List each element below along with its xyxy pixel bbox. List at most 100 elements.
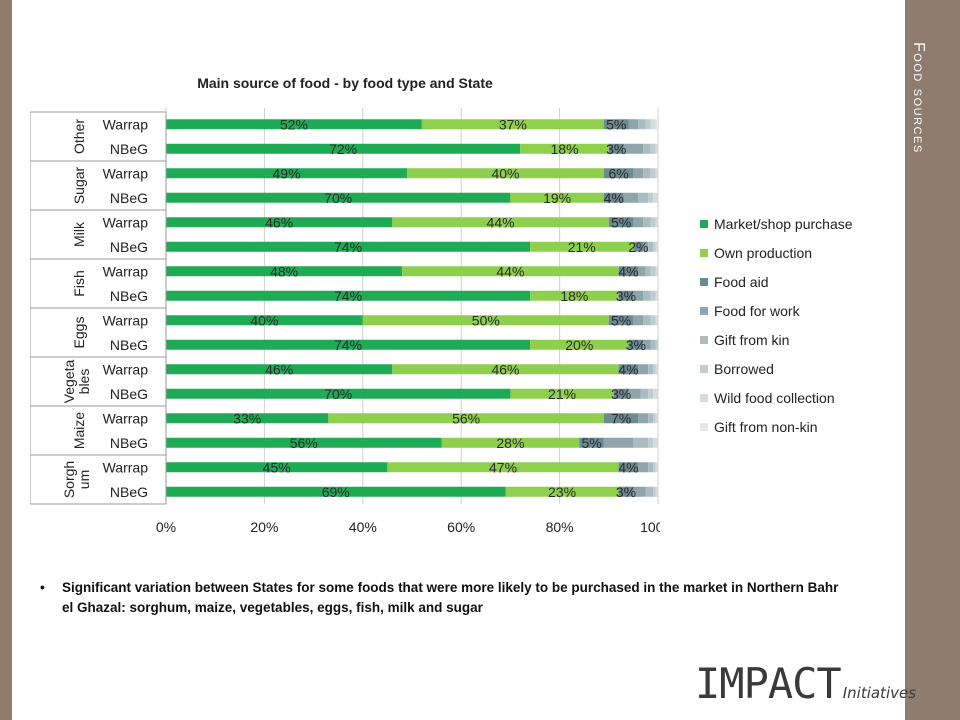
data-label: 4% (604, 190, 624, 206)
group-label: Sorghum (61, 461, 92, 498)
legend-item: Wild food collection (700, 383, 853, 412)
state-label: NBeG (110, 337, 148, 353)
data-label: 3% (626, 337, 646, 353)
data-label: 52% (280, 116, 308, 132)
state-label: NBeG (110, 239, 148, 255)
group-label: Eggs (71, 317, 87, 349)
bar-segment (603, 119, 629, 130)
bar-segment (608, 217, 634, 228)
group-label-line: um (76, 470, 92, 489)
x-tick-label: 20% (250, 519, 278, 535)
bar-segment (648, 413, 654, 424)
bar-segment (648, 192, 654, 203)
bar-segment (653, 413, 656, 424)
bar-segment (653, 388, 658, 399)
data-label: 4% (618, 263, 638, 279)
bar-segment (653, 462, 656, 473)
data-label: 3% (616, 288, 636, 304)
data-label: 47% (489, 459, 517, 475)
data-label: 45% (263, 459, 291, 475)
group-label: Milk (71, 221, 87, 247)
bar-segment (608, 143, 624, 154)
bar-segment (166, 315, 363, 326)
bar-segment (628, 119, 639, 130)
bar-segment (638, 413, 649, 424)
bar-segment (655, 143, 658, 154)
legend-item: Own production (700, 238, 853, 267)
data-label: 6% (609, 165, 629, 181)
data-label: 48% (270, 263, 298, 279)
logo-sub-text: Initiatives (842, 684, 917, 702)
bar-segment (655, 315, 658, 326)
bar-segment (638, 462, 649, 473)
group-label: Vegetables (61, 359, 92, 403)
legend-item: Borrowed (700, 354, 853, 383)
data-label: 74% (334, 337, 362, 353)
bar-segment (645, 119, 651, 130)
legend-swatch (700, 364, 708, 373)
bullet-marker: • (40, 580, 45, 595)
bar-segment (402, 266, 619, 277)
legend-item: Gift from non-kin (700, 412, 853, 441)
bar-segment (166, 388, 511, 399)
group-label-line: Sorgh (61, 461, 77, 498)
data-label: 46% (491, 361, 519, 377)
bar-segment (530, 290, 619, 301)
legend-item: Market/shop purchase (700, 209, 853, 238)
bar-segment (166, 266, 403, 277)
legend-label: Wild food collection (714, 389, 835, 406)
data-label: 70% (324, 190, 352, 206)
bar-segment (653, 437, 658, 448)
bar-segment (643, 290, 651, 301)
bar-segment (510, 388, 614, 399)
bar-segment (653, 364, 656, 375)
stacked-bar-chart: 0% 20% 40% 60% 80% 100% 52% 37% 5% Warrap 72% 18% 3%… (30, 108, 660, 535)
chart-area: Main source of food - by food type and S… (30, 62, 890, 552)
bar-segment (643, 168, 651, 179)
bar-segment (166, 168, 408, 179)
bar-segment (643, 339, 651, 350)
bar-segment (633, 290, 644, 301)
data-label: 56% (452, 410, 480, 426)
bar-segment (618, 290, 634, 301)
bullet-note: • Significant variation between States f… (40, 578, 846, 618)
bar-segment (166, 241, 531, 252)
right-title-panel (905, 0, 960, 720)
bar-segment (640, 388, 649, 399)
bar-segment (643, 241, 649, 252)
bar-segment (643, 143, 651, 154)
bar-segment (655, 413, 658, 424)
data-label: 28% (496, 435, 524, 451)
bar-segment (650, 315, 656, 326)
legend-swatch (700, 219, 708, 228)
bar-segment (655, 168, 658, 179)
data-label: 5% (611, 312, 631, 328)
group-label: Fish (71, 270, 87, 296)
bar-segment (166, 119, 422, 130)
bar-segment (650, 339, 656, 350)
bar-segment (623, 143, 644, 154)
state-label: NBeG (110, 484, 148, 500)
group-label-line: Vegeta (61, 359, 77, 403)
bar-segment (166, 486, 506, 497)
legend-label: Food for work (714, 302, 800, 319)
legend-swatch (700, 335, 708, 344)
bar-segment (603, 413, 639, 424)
bar-segment (655, 266, 658, 277)
data-label: 44% (487, 214, 515, 230)
data-label: 44% (496, 263, 524, 279)
data-label: 69% (322, 484, 350, 500)
group-label-line: Eggs (71, 317, 87, 349)
bar-segment (655, 364, 658, 375)
x-tick-label: 40% (349, 519, 377, 535)
chart-title: Main source of food - by food type and S… (197, 75, 493, 91)
bar-segment (655, 486, 658, 497)
left-decorative-strip (0, 0, 12, 720)
group-label-line: Fish (71, 270, 87, 296)
legend-label: Market/shop purchase (714, 215, 853, 232)
bar-segment (648, 388, 654, 399)
note-text: Significant variation between States for… (62, 580, 839, 615)
bar-segment (530, 339, 629, 350)
state-label: Warrap (103, 459, 149, 475)
bar-segment (648, 364, 654, 375)
